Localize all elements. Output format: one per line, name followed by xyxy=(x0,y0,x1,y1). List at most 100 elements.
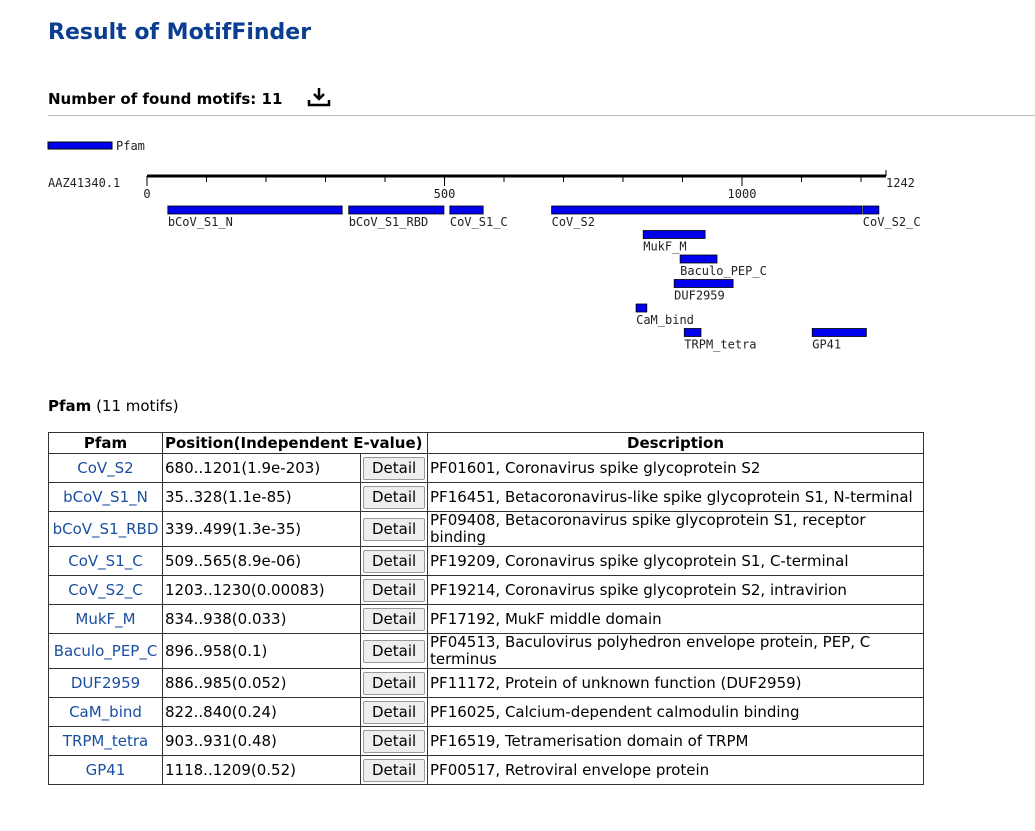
table-row: CaM_bind 822..840(0.24) Detail PF16025, Cal… xyxy=(48,697,925,727)
motif-bar xyxy=(348,205,445,215)
detail-button[interactable]: Detail xyxy=(363,607,426,631)
description: PF01601, Coronavirus spike glycoprotein … xyxy=(427,453,925,483)
motif-link[interactable]: bCoV_S1_RBD xyxy=(48,511,163,547)
header-cell: Position(Independent E-value) xyxy=(161,432,429,454)
table-row: TRPM_tetra 903..931(0.48) Detail PF16519, T… xyxy=(48,726,925,756)
button-cell: Detail xyxy=(359,546,429,576)
detail-button[interactable]: Detail xyxy=(363,485,426,509)
motif-link[interactable]: CoV_S2_C xyxy=(48,575,163,605)
legend-swatch xyxy=(47,141,113,150)
motif-link[interactable]: CoV_S2 xyxy=(48,453,163,483)
found-count: Number of found motifs: 11 xyxy=(48,90,283,108)
section-heading: Pfam (11 motifs) xyxy=(48,397,179,415)
section-title: Pfam xyxy=(48,397,92,415)
position: 680..1201(1.9e-203) xyxy=(162,453,361,483)
table-row: CoV_S1_C 509..565(8.9e-06) Detail PF19209, … xyxy=(48,546,925,576)
detail-button[interactable]: Detail xyxy=(363,639,426,663)
motif-track: Pfam AAZ41340.1 0 500 1000 1242 CoV_S2 bCoV_S1_… xyxy=(47,139,921,352)
motif-link[interactable]: MukF_M xyxy=(48,604,163,634)
position: 35..328(1.1e-85) xyxy=(162,482,361,512)
description: PF19209, Coronavirus spike glycoprotein … xyxy=(427,546,925,576)
motif-link[interactable]: TRPM_tetra xyxy=(48,726,163,756)
table-row: DUF2959 886..985(0.052) Detail PF11172, Pro… xyxy=(48,668,925,698)
detail-button[interactable]: Detail xyxy=(363,456,426,480)
table-row: bCoV_S1_RBD 339..499(1.3e-35) Detail PF0940… xyxy=(48,511,925,547)
description: PF00517, Retroviral envelope protein xyxy=(427,755,925,785)
motif-label: Baculo_PEP_C xyxy=(680,264,767,278)
tick-label: 1242 xyxy=(886,176,915,190)
button-cell: Detail xyxy=(359,604,429,634)
button-cell: Detail xyxy=(359,668,429,698)
table-row: Baculo_PEP_C 896..958(0.1) Detail PF04513, … xyxy=(48,633,925,669)
motif-link[interactable]: Baculo_PEP_C xyxy=(48,633,163,669)
motif-label: TRPM_tetra xyxy=(684,338,756,352)
position: 834..938(0.033) xyxy=(162,604,361,634)
motif-bar xyxy=(167,205,343,215)
section-count: (11 motifs) xyxy=(96,397,179,415)
position: 822..840(0.24) xyxy=(162,697,361,727)
button-cell: Detail xyxy=(359,575,429,605)
motif-bar xyxy=(862,205,880,215)
detail-button[interactable]: Detail xyxy=(363,549,426,573)
description: PF17192, MukF middle domain xyxy=(427,604,925,634)
detail-button[interactable]: Detail xyxy=(363,729,426,753)
header-cell: Pfam xyxy=(48,432,163,454)
button-cell: Detail xyxy=(359,511,429,547)
description: PF16519, Tetramerisation domain of TRPM xyxy=(427,726,925,756)
motif-link[interactable]: CoV_S1_C xyxy=(48,546,163,576)
table-row: bCoV_S1_N 35..328(1.1e-85) Detail PF16451, … xyxy=(48,482,925,512)
position: 509..565(8.9e-06) xyxy=(162,546,361,576)
title: Result of MotifFinder xyxy=(48,20,312,45)
button-cell: Detail xyxy=(359,633,429,669)
motif-table: Pfam Position(Independent E-value) Descr… xyxy=(48,432,925,785)
detail-button[interactable]: Detail xyxy=(363,578,426,602)
motif-link[interactable]: GP41 xyxy=(48,755,163,785)
position: 903..931(0.48) xyxy=(162,726,361,756)
motif-label: DUF2959 xyxy=(674,289,725,303)
motif-bar xyxy=(679,254,718,264)
position: 1118..1209(0.52) xyxy=(162,755,361,785)
motif-link[interactable]: bCoV_S1_N xyxy=(48,482,163,512)
motif-bar xyxy=(642,230,706,239)
button-cell: Detail xyxy=(359,482,429,512)
motif-label: CoV_S1_C xyxy=(450,215,508,229)
table-row: CoV_S2 680..1201(1.9e-203) Detail PF01601, … xyxy=(48,453,925,483)
sequence-name: AAZ41340.1 xyxy=(48,176,120,190)
detail-button[interactable]: Detail xyxy=(363,517,426,541)
motif-label: bCoV_S1_RBD xyxy=(349,215,428,229)
button-cell: Detail xyxy=(359,697,429,727)
button-cell: Detail xyxy=(359,755,429,785)
detail-button[interactable]: Detail xyxy=(363,671,426,695)
description: PF19214, Coronavirus spike glycoprotein … xyxy=(427,575,925,605)
divider xyxy=(48,115,1035,116)
motif-label: MukF_M xyxy=(643,240,686,254)
motif-label: CoV_S2_C xyxy=(863,215,921,229)
legend-label: Pfam xyxy=(116,139,145,153)
motif-label: GP41 xyxy=(812,338,841,352)
motif-bar xyxy=(811,328,867,337)
position: 339..499(1.3e-35) xyxy=(162,511,361,547)
motif-bar xyxy=(449,205,484,215)
motif-bar xyxy=(551,205,863,215)
description: PF16025, Calcium-dependent calmodulin bi… xyxy=(427,697,925,727)
motif-link[interactable]: CaM_bind xyxy=(48,697,163,727)
motif-bar xyxy=(673,279,734,288)
description: PF11172, Protein of unknown function (DU… xyxy=(427,668,925,698)
motif-bar xyxy=(683,328,702,337)
table-row: MukF_M 834..938(0.033) Detail PF17192, MukF… xyxy=(48,604,925,634)
motif-label: CaM_bind xyxy=(636,313,694,327)
tick-label: 500 xyxy=(434,187,456,201)
motif-bar xyxy=(635,303,648,313)
motif-link[interactable]: DUF2959 xyxy=(48,668,163,698)
detail-button[interactable]: Detail xyxy=(363,758,426,782)
description: PF04513, Baculovirus polyhedron envelope… xyxy=(427,633,925,669)
motif-label: CoV_S2 xyxy=(552,215,595,229)
description: PF09408, Betacoronavirus spike glycoprot… xyxy=(427,511,925,547)
position: 896..958(0.1) xyxy=(162,633,361,669)
detail-button[interactable]: Detail xyxy=(363,700,426,724)
header-cell: Description xyxy=(427,432,925,454)
description: PF16451, Betacoronavirus-like spike glyc… xyxy=(427,482,925,512)
download-icon[interactable] xyxy=(307,86,331,108)
button-cell: Detail xyxy=(359,726,429,756)
position: 1203..1230(0.00083) xyxy=(162,575,361,605)
